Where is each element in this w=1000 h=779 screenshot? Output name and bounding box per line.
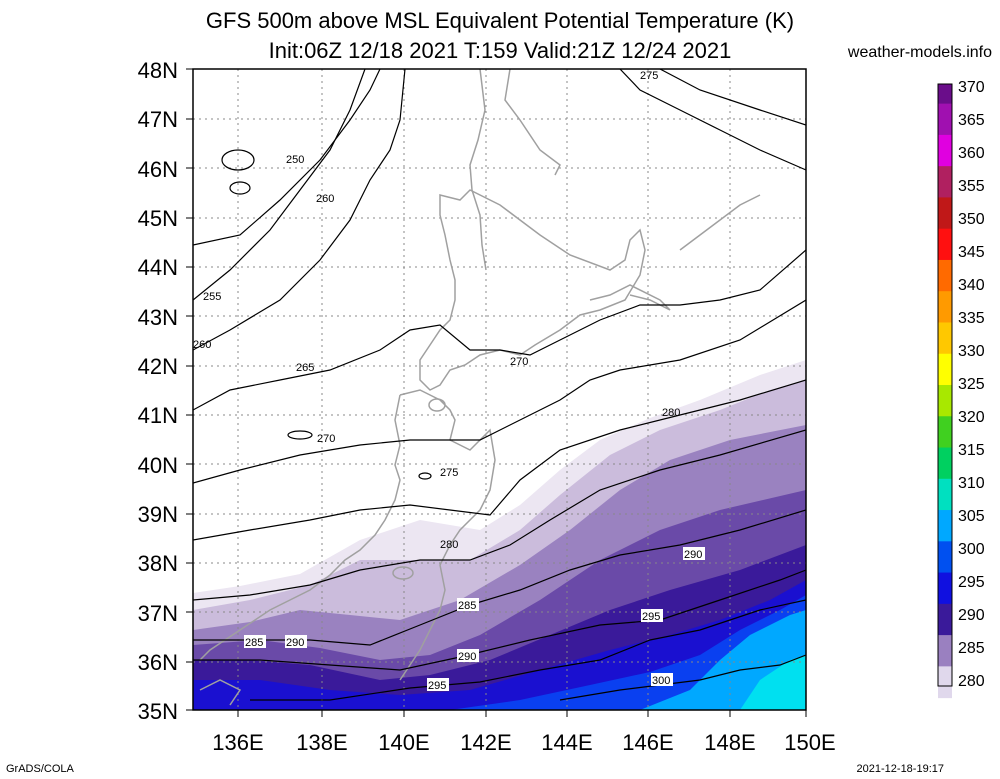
lat-label-47n: 47N xyxy=(137,107,178,132)
lon-label-140e: 140E xyxy=(378,730,430,755)
title-line1: GFS 500m above MSL Equivalent Potential … xyxy=(205,8,795,33)
contour-label: 275 xyxy=(640,70,658,82)
colorbar-segment xyxy=(938,385,952,417)
graticule xyxy=(193,69,806,710)
colorbar-segment xyxy=(938,447,952,480)
lat-label-39n: 39N xyxy=(137,502,178,527)
axis-ticks xyxy=(186,68,807,717)
contour-label: 295 xyxy=(428,680,446,692)
lat-label-44n: 44N xyxy=(137,255,178,280)
contour-label: 260 xyxy=(193,339,211,351)
lat-label-38n: 38N xyxy=(137,551,178,576)
contour-label: 280 xyxy=(440,539,458,551)
contour-label: 285 xyxy=(245,637,263,649)
colorbar-label: 285 xyxy=(958,640,985,657)
colorbar-label: 315 xyxy=(958,442,985,459)
contour-label: 265 xyxy=(296,362,314,374)
colorbar-segment xyxy=(938,572,952,605)
contour-label: 295 xyxy=(642,611,660,623)
colorbar-segment xyxy=(938,166,952,198)
colorbar-label: 345 xyxy=(958,244,985,261)
lat-label-35n: 35N xyxy=(137,699,178,724)
colorbar-label: 340 xyxy=(958,277,985,294)
colorbar-label: 305 xyxy=(958,508,985,525)
contour-label: 290 xyxy=(286,637,304,649)
lat-label-41n: 41N xyxy=(137,403,178,428)
colorbar-label: 350 xyxy=(958,211,985,228)
lat-label-40n: 40N xyxy=(137,453,178,478)
colorbar xyxy=(937,83,953,699)
colorbar-segment xyxy=(938,103,952,136)
lat-label-43n: 43N xyxy=(137,305,178,330)
contour-label-group: 250 260 255 260 265 270 270 275 275 280 … xyxy=(193,70,680,551)
lat-label-46n: 46N xyxy=(137,157,178,182)
colorbar-segment xyxy=(938,603,952,636)
colorbar-segment xyxy=(938,291,952,323)
colorbar-segment xyxy=(938,478,952,511)
contour-label: 280 xyxy=(662,407,680,419)
contour-label: 250 xyxy=(286,154,304,166)
contour-label: 255 xyxy=(203,291,221,303)
colorbar-segment xyxy=(938,635,952,667)
colorbar-label: 280 xyxy=(958,673,985,690)
shade-305 xyxy=(740,655,806,710)
site-label: weather-models.info xyxy=(847,44,992,61)
lat-label-48n: 48N xyxy=(137,58,178,83)
contour-label: 290 xyxy=(458,651,476,663)
colorbar-segment xyxy=(938,541,952,574)
colorbar-label: 310 xyxy=(958,475,985,492)
lat-label-42n: 42N xyxy=(137,354,178,379)
colorbar-frame xyxy=(937,83,953,687)
lon-label-146e: 146E xyxy=(622,730,674,755)
colorbar-label: 295 xyxy=(958,574,985,591)
colorbar-segment xyxy=(938,510,952,542)
lon-label-142e: 142E xyxy=(460,730,512,755)
contour-label: 260 xyxy=(316,193,334,205)
lon-label-150e: 150E xyxy=(784,730,836,755)
map-frame xyxy=(192,68,807,711)
contours xyxy=(193,69,806,701)
title-line2: Init:06Z 12/18 2021 T:159 Valid:21Z 12/2… xyxy=(268,38,732,63)
colorbar-segment xyxy=(938,322,952,355)
colorbar-label: 355 xyxy=(958,178,985,195)
colorbar-segment xyxy=(938,416,952,449)
colorbar-segment xyxy=(938,666,952,699)
colorbar-label: 320 xyxy=(958,409,985,426)
colorbar-label: 290 xyxy=(958,607,985,624)
colorbar-segment xyxy=(938,259,952,292)
colorbar-label: 335 xyxy=(958,310,985,327)
lon-label-138e: 138E xyxy=(296,730,348,755)
coastline xyxy=(199,69,761,706)
contour-label: 270 xyxy=(317,433,335,445)
colorbar-segment xyxy=(938,134,952,167)
colorbar-label: 325 xyxy=(958,376,985,393)
contour-label: 290 xyxy=(684,549,702,561)
contour-label: 270 xyxy=(510,356,528,368)
colorbar-segment xyxy=(938,228,952,261)
footer-right: 2021-12-18-19:17 xyxy=(856,763,944,775)
boxed-contour-labels: 285 285 290 290 290 295 295 300 xyxy=(244,547,705,692)
colorbar-label: 370 xyxy=(958,79,985,96)
colorbar-label: 365 xyxy=(958,112,985,129)
lon-label-144e: 144E xyxy=(541,730,593,755)
contour-label: 285 xyxy=(458,600,476,612)
lon-label-148e: 148E xyxy=(704,730,756,755)
colorbar-label: 360 xyxy=(958,145,985,162)
colorbar-segment xyxy=(938,197,952,230)
colorbar-label: 330 xyxy=(958,343,985,360)
lon-label-136e: 136E xyxy=(212,730,264,755)
footer-left: GrADS/COLA xyxy=(6,763,74,775)
contour-label: 275 xyxy=(440,467,458,479)
lat-label-45n: 45N xyxy=(137,206,178,231)
colorbar-label: 300 xyxy=(958,541,985,558)
contour-label: 300 xyxy=(652,675,670,687)
colorbar-segment xyxy=(938,353,952,386)
lat-label-36n: 36N xyxy=(137,650,178,675)
lat-label-37n: 37N xyxy=(137,601,178,626)
